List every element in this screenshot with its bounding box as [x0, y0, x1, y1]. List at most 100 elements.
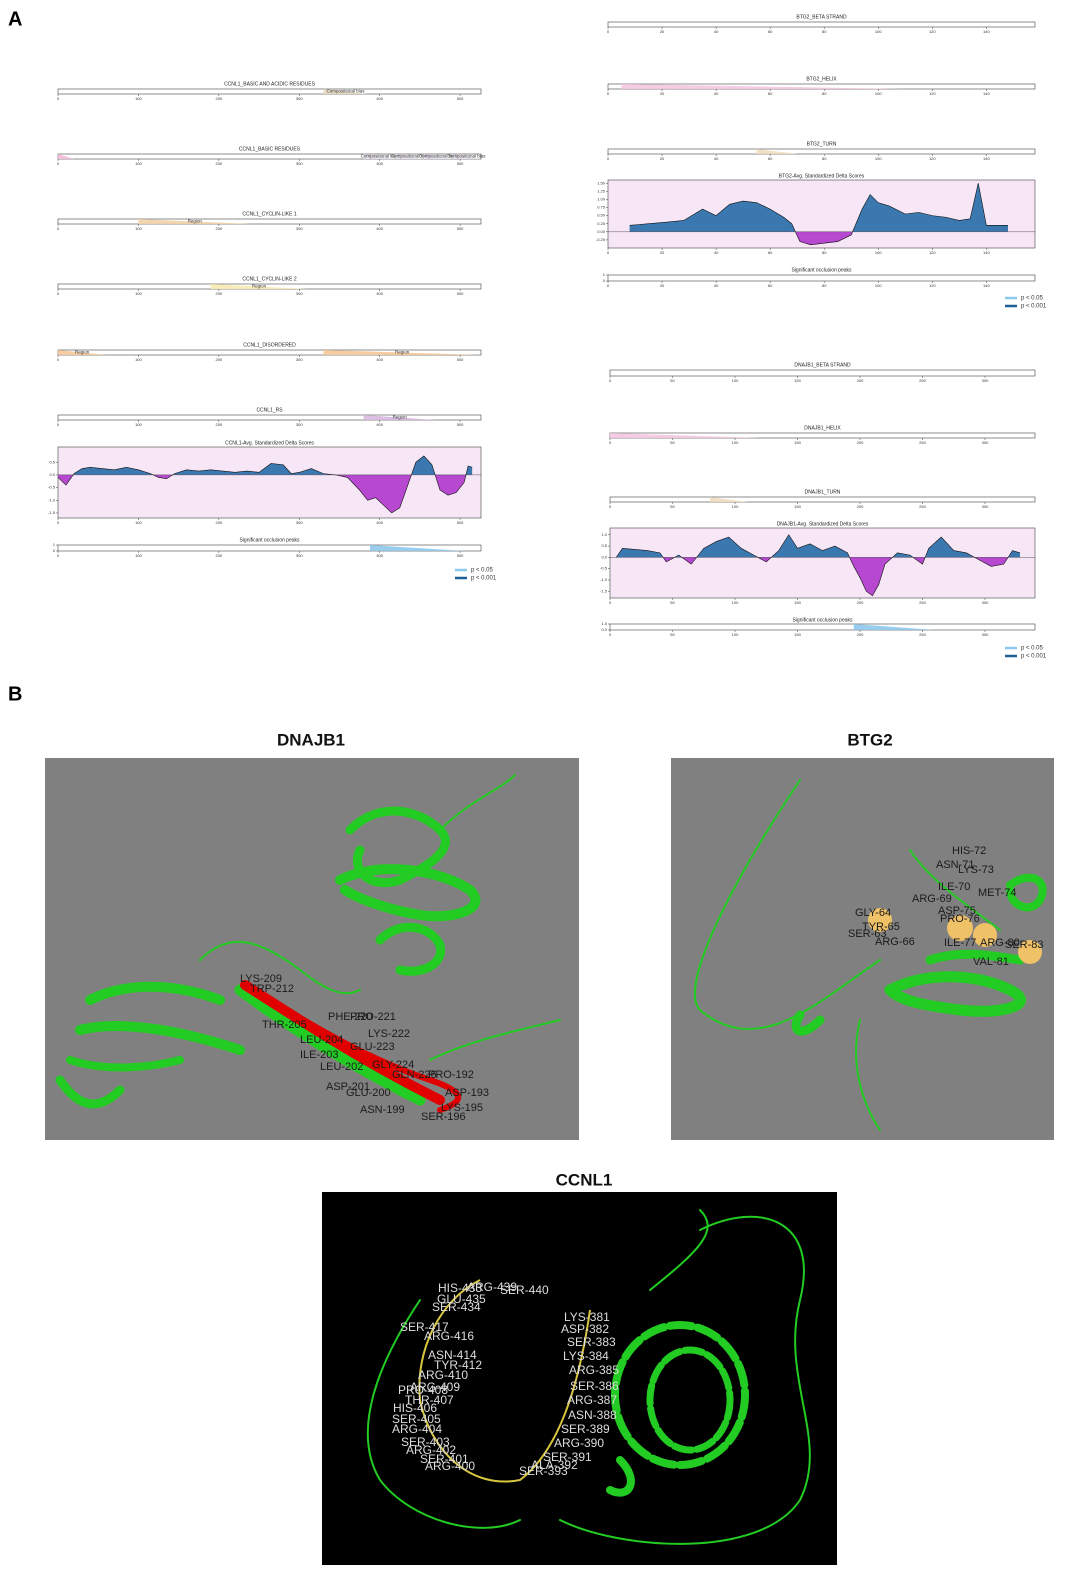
plot-area: [608, 275, 1035, 281]
x-tick-label: 200: [857, 600, 864, 605]
x-tick-label: 50: [670, 440, 675, 445]
x-tick-label: 400: [376, 520, 383, 525]
x-tick-label: 300: [982, 632, 989, 637]
x-tick-label: 400: [376, 161, 383, 166]
x-tick-label: 0: [57, 291, 60, 296]
x-tick-label: 300: [982, 440, 989, 445]
x-tick-label: 200: [857, 440, 864, 445]
btg2-structure: [671, 758, 1054, 1140]
plot-area: [610, 497, 1035, 502]
residue-label: ASP-193: [445, 1087, 489, 1099]
x-tick-label: 140: [983, 91, 990, 96]
x-tick-label: 500: [457, 96, 464, 101]
x-tick-label: 20: [660, 29, 665, 34]
x-tick-label: 250: [919, 378, 926, 383]
x-tick-label: 0: [57, 161, 60, 166]
residue-label: SER-434: [432, 1300, 481, 1314]
x-tick-label: 250: [919, 632, 926, 637]
x-tick-label: 100: [875, 91, 882, 96]
residue-label: SER-383: [567, 1335, 616, 1349]
x-tick-label: 40: [714, 283, 719, 288]
x-tick-label: 20: [660, 156, 665, 161]
x-tick-label: 500: [457, 357, 464, 362]
x-tick-label: 100: [135, 520, 142, 525]
y-tick-label: 0.50: [597, 213, 606, 218]
x-tick-label: 0: [609, 504, 612, 509]
x-tick-label: 300: [296, 226, 303, 231]
residue-label: PRO-76: [940, 913, 980, 925]
chart-title: DNAJB1_HELIX: [804, 425, 841, 431]
y-tick-label: 0.00: [597, 229, 606, 234]
x-tick-label: 40: [714, 91, 719, 96]
y-tick-label: 1.00: [597, 196, 606, 201]
chart-title: BTG2-Avg. Standardized Delta Scores: [779, 173, 865, 179]
chart: BTG2_BETA STRAND020406080100120140: [607, 14, 1035, 34]
x-tick-label: 100: [732, 632, 739, 637]
x-tick-label: 300: [296, 520, 303, 525]
chart-title: Significant occlusion peaks: [239, 537, 300, 543]
plot-area: [608, 22, 1035, 27]
x-tick-label: 40: [714, 156, 719, 161]
residue-label: SER-393: [519, 1464, 568, 1478]
chart-title: CCNL1_CYCLIN-LIKE 1: [242, 211, 296, 217]
residue-label: ARG-404: [392, 1422, 442, 1436]
x-tick-label: 300: [296, 291, 303, 296]
x-tick-label: 400: [376, 291, 383, 296]
x-tick-label: 200: [215, 357, 222, 362]
x-tick-label: 0: [57, 96, 60, 101]
x-tick-label: 0: [609, 378, 612, 383]
residue-label: LEU-204: [300, 1034, 343, 1046]
x-tick-label: 50: [670, 504, 675, 509]
y-tick-label: 1.0: [601, 621, 607, 626]
x-tick-label: 140: [983, 156, 990, 161]
x-tick-label: 100: [135, 96, 142, 101]
x-tick-label: 100: [875, 250, 882, 255]
x-tick-label: 0: [609, 632, 612, 637]
residue-label: SER-196: [421, 1111, 466, 1123]
x-tick-label: 150: [794, 632, 801, 637]
x-tick-label: 50: [670, 632, 675, 637]
x-tick-label: 60: [768, 283, 773, 288]
chart: CCNL1_DISORDEREDRegionRegion010020030040…: [57, 342, 481, 362]
plot-area: [610, 624, 1035, 630]
x-tick-label: 0: [607, 156, 610, 161]
x-tick-label: 80: [822, 29, 827, 34]
x-tick-label: 0: [607, 29, 610, 34]
y-tick-label: -0.25: [596, 237, 606, 242]
x-tick-label: 80: [822, 156, 827, 161]
y-tick-label: -1.0: [48, 497, 56, 502]
y-tick-label: 1.25: [597, 188, 606, 193]
residue-label: PRO-192: [428, 1069, 474, 1081]
legend-label: p < 0.001: [1021, 654, 1047, 660]
residue-label: ARG-69: [912, 893, 952, 905]
residue-label: ASP-201: [326, 1081, 370, 1093]
x-tick-label: 140: [983, 29, 990, 34]
chart-title: CCNL1_DISORDERED: [243, 342, 296, 348]
region-label: Region: [75, 350, 90, 355]
y-tick-label: 1: [603, 272, 606, 277]
y-tick-label: -0.5: [600, 566, 608, 571]
x-tick-label: 0: [607, 283, 610, 288]
residue-label: ARG-400: [425, 1459, 475, 1473]
x-tick-label: 0: [57, 553, 60, 558]
x-tick-label: 300: [296, 553, 303, 558]
x-tick-label: 20: [660, 250, 665, 255]
y-tick-label: 1: [53, 542, 56, 547]
residue-label: PRO-221: [350, 1011, 396, 1023]
structure-title: BTG2: [847, 730, 892, 749]
chart-title: CCNL1_BASIC AND ACIDIC RESIDUES: [224, 81, 316, 87]
x-tick-label: 140: [983, 283, 990, 288]
residue-label: ILE-203: [300, 1049, 339, 1061]
x-tick-label: 100: [875, 283, 882, 288]
x-tick-label: 100: [135, 291, 142, 296]
chart-title: BTG2_BETA STRAND: [796, 14, 847, 20]
x-tick-label: 120: [929, 283, 936, 288]
chart: BTG2-Avg. Standardized Delta Scores02040…: [596, 173, 1035, 255]
chart-title: Significant occlusion peaks: [792, 617, 853, 623]
chart-title: CCNL1_RS: [256, 407, 283, 413]
x-tick-label: 0: [609, 600, 612, 605]
x-tick-label: 150: [794, 600, 801, 605]
x-tick-label: 200: [857, 504, 864, 509]
legend-label: p < 0.05: [471, 568, 494, 574]
